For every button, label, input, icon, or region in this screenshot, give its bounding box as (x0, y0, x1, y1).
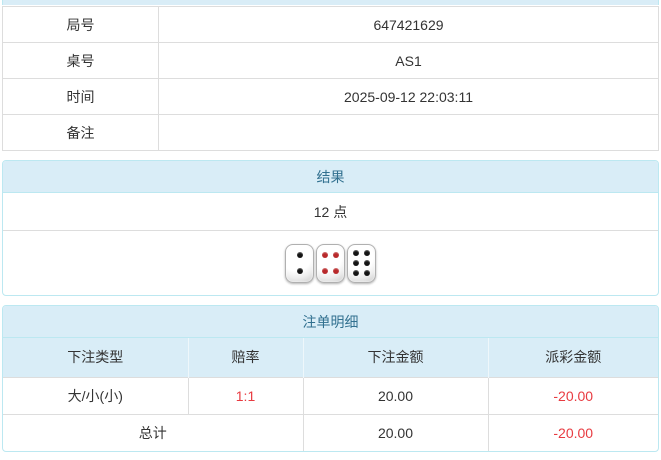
die-pip (353, 260, 360, 266)
die-pip (322, 251, 329, 258)
table-id-label: 桌号 (2, 42, 159, 79)
result-panel-title: 结果 (3, 161, 658, 193)
total-label: 总计 (3, 413, 304, 451)
die-pip (353, 269, 360, 276)
previous-panel-edge (2, 0, 659, 5)
die-2 (285, 243, 314, 283)
total-bet-amount: 20.00 (302, 413, 489, 451)
round-id-label: 局号 (2, 6, 159, 43)
table-row: 时间 2025-09-12 22:03:11 (2, 78, 659, 115)
total-payout: -20.00 (487, 413, 658, 451)
column-header-bet-type: 下注类型 (3, 338, 188, 377)
dice-group (3, 231, 658, 295)
column-header-bet-amount: 下注金额 (302, 338, 488, 377)
bet-row: 大/小(小) 1:1 20.00 -20.00 (3, 376, 658, 415)
column-header-payout: 派彩金额 (487, 338, 658, 377)
bet-odds: 1:1 (187, 376, 304, 415)
die-pip (296, 251, 303, 258)
bet-detail-panel: 注单明细 下注类型 赔率 下注金额 派彩金额 大/小(小) 1:1 20.00 … (2, 305, 659, 452)
table-row: 桌号 AS1 (2, 42, 659, 79)
remark-value (158, 114, 659, 151)
die-pip (296, 268, 303, 275)
game-info-table: 局号 647421629 桌号 AS1 时间 2025-09-12 22:03:… (2, 6, 659, 151)
bet-detail-table: 下注类型 赔率 下注金额 派彩金额 大/小(小) 1:1 20.00 -20.0… (3, 338, 658, 451)
die-6 (347, 243, 376, 283)
remark-label: 备注 (2, 114, 159, 151)
die-pip (332, 268, 339, 275)
time-value: 2025-09-12 22:03:11 (158, 78, 659, 115)
bet-table-header-row: 下注类型 赔率 下注金额 派彩金额 (3, 338, 658, 377)
die-pip (363, 269, 370, 276)
bet-amount: 20.00 (302, 376, 489, 415)
column-header-odds: 赔率 (187, 338, 303, 377)
die-pip (363, 250, 370, 256)
result-panel: 结果 12 点 (2, 160, 659, 296)
die-4 (316, 243, 345, 283)
bet-type: 大/小(小) (3, 376, 189, 415)
result-points: 12 点 (3, 193, 658, 231)
bet-detail-panel-title: 注单明细 (3, 306, 658, 338)
die-pip (322, 268, 329, 275)
time-label: 时间 (2, 78, 159, 115)
bet-payout: -20.00 (487, 376, 658, 415)
table-id-value: AS1 (158, 42, 659, 79)
table-row: 局号 647421629 (2, 6, 659, 43)
die-pip (353, 250, 360, 256)
die-pip (363, 260, 370, 266)
table-row: 备注 (2, 114, 659, 151)
round-id-value: 647421629 (158, 6, 659, 43)
total-row: 总计 20.00 -20.00 (3, 413, 658, 451)
die-pip (332, 251, 339, 258)
